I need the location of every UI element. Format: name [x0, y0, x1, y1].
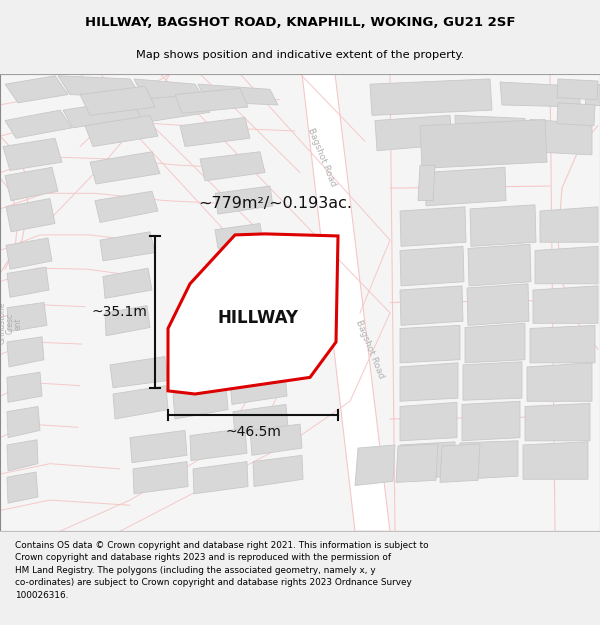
Polygon shape [557, 103, 595, 126]
Polygon shape [113, 386, 168, 419]
Polygon shape [400, 402, 457, 441]
Polygon shape [7, 472, 38, 503]
Text: HILLWAY, BAGSHOT ROAD, KNAPHILL, WOKING, GU21 2SF: HILLWAY, BAGSHOT ROAD, KNAPHILL, WOKING,… [85, 16, 515, 29]
Polygon shape [7, 372, 42, 402]
Polygon shape [168, 234, 338, 394]
Polygon shape [58, 76, 142, 98]
Polygon shape [468, 244, 531, 286]
Polygon shape [7, 337, 44, 367]
Polygon shape [63, 100, 142, 128]
Polygon shape [355, 445, 395, 486]
Polygon shape [465, 323, 525, 362]
Text: ~35.1m: ~35.1m [91, 305, 147, 319]
Polygon shape [400, 246, 464, 286]
Polygon shape [3, 138, 62, 171]
Polygon shape [585, 84, 600, 105]
Polygon shape [540, 207, 598, 242]
Polygon shape [400, 286, 463, 326]
Polygon shape [7, 406, 40, 437]
Polygon shape [523, 442, 588, 479]
Polygon shape [557, 79, 598, 100]
Polygon shape [100, 232, 155, 261]
Polygon shape [418, 165, 435, 201]
Polygon shape [200, 152, 265, 181]
Polygon shape [455, 116, 526, 149]
Polygon shape [130, 431, 187, 462]
Polygon shape [233, 404, 288, 436]
Polygon shape [105, 306, 150, 336]
Polygon shape [215, 224, 263, 248]
Polygon shape [462, 401, 520, 441]
Polygon shape [530, 119, 592, 155]
Polygon shape [103, 268, 152, 298]
Polygon shape [5, 110, 72, 138]
Polygon shape [7, 440, 38, 471]
Polygon shape [463, 362, 522, 400]
Polygon shape [530, 326, 595, 362]
Polygon shape [420, 119, 547, 168]
Polygon shape [400, 207, 466, 246]
Polygon shape [134, 79, 205, 101]
Polygon shape [370, 79, 492, 116]
Polygon shape [80, 86, 155, 116]
Polygon shape [190, 428, 247, 461]
Polygon shape [6, 238, 52, 269]
Polygon shape [535, 246, 598, 284]
Polygon shape [460, 441, 518, 479]
Polygon shape [95, 191, 158, 222]
Polygon shape [400, 362, 458, 401]
Text: Bagshot Road: Bagshot Road [354, 319, 386, 380]
Polygon shape [375, 116, 452, 151]
Text: ~46.5m: ~46.5m [225, 425, 281, 439]
Polygon shape [440, 444, 480, 483]
Polygon shape [230, 373, 287, 404]
Polygon shape [110, 357, 168, 388]
Polygon shape [175, 88, 248, 113]
Polygon shape [5, 76, 68, 103]
Polygon shape [253, 456, 303, 486]
Text: HILLWAY: HILLWAY [218, 309, 299, 327]
Polygon shape [500, 82, 580, 107]
Polygon shape [525, 403, 590, 441]
Polygon shape [173, 386, 228, 419]
Polygon shape [425, 168, 506, 206]
Polygon shape [198, 84, 278, 105]
Polygon shape [467, 284, 529, 326]
Polygon shape [400, 442, 455, 479]
Polygon shape [527, 362, 592, 401]
Polygon shape [218, 259, 260, 282]
Polygon shape [90, 152, 160, 184]
Text: Bagshot Road: Bagshot Road [306, 126, 338, 188]
Polygon shape [6, 199, 55, 232]
Polygon shape [396, 444, 438, 483]
Polygon shape [133, 94, 210, 122]
Text: Map shows position and indicative extent of the property.: Map shows position and indicative extent… [136, 50, 464, 60]
Polygon shape [400, 326, 460, 362]
Polygon shape [133, 462, 188, 494]
Polygon shape [215, 186, 273, 214]
Polygon shape [533, 286, 598, 323]
Polygon shape [85, 116, 158, 146]
Polygon shape [250, 424, 302, 456]
Text: Contains OS data © Crown copyright and database right 2021. This information is : Contains OS data © Crown copyright and d… [15, 541, 428, 599]
Polygon shape [193, 462, 248, 494]
Polygon shape [180, 118, 250, 146]
Polygon shape [5, 168, 58, 201]
Text: ~779m²/~0.193ac.: ~779m²/~0.193ac. [198, 196, 352, 211]
Text: Grindstone
Cresc
ent: Grindstone Cresc ent [0, 302, 23, 344]
Polygon shape [302, 74, 390, 531]
Polygon shape [7, 302, 47, 332]
Polygon shape [470, 205, 536, 246]
Polygon shape [7, 267, 49, 298]
Polygon shape [170, 351, 227, 384]
